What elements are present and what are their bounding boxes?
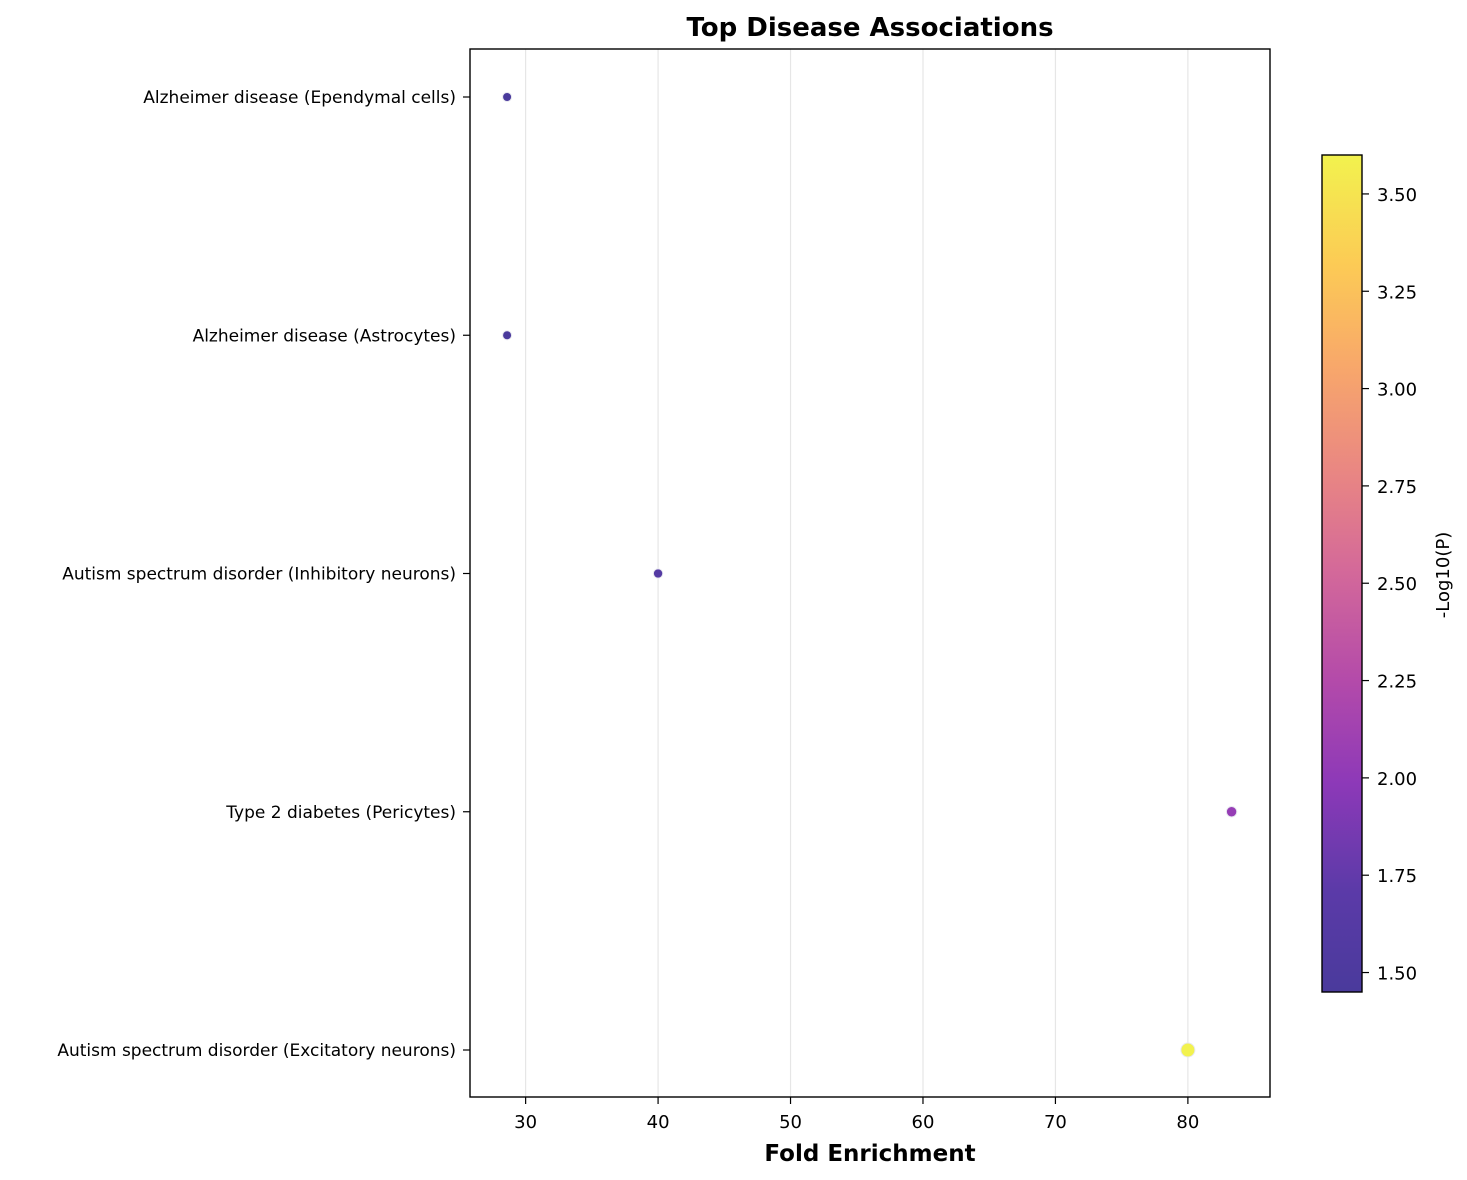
colorbar-tick-label: 2.25 (1377, 672, 1417, 693)
grid-lines (525, 49, 1189, 1097)
x-tick-label: 30 (514, 1112, 537, 1133)
y-category-label: Autism spectrum disorder (Excitatory neu… (57, 1041, 456, 1061)
y-category-label: Autism spectrum disorder (Inhibitory neu… (62, 565, 456, 585)
x-axis-label: Fold Enrichment (764, 1141, 975, 1167)
colorbar-tick-label: 2.00 (1377, 769, 1417, 790)
x-tick-label: 50 (779, 1112, 802, 1133)
data-point (1225, 806, 1238, 818)
colorbar-tick-label: 3.50 (1377, 185, 1417, 206)
y-category-label: Alzheimer disease (Astrocytes) (193, 326, 456, 346)
colorbar-ticks: 1.50 1.75 2.00 2.25 2.50 2.75 3.00 3.25 3.50 (1362, 185, 1417, 985)
data-point (502, 330, 513, 341)
chart-title: Top Disease Associations (686, 13, 1053, 43)
x-axis-ticks: 30 40 50 60 70 80 (514, 1097, 1199, 1133)
x-tick-label: 60 (912, 1112, 935, 1133)
data-point (652, 568, 664, 579)
y-category-label: Alzheimer disease (Ependymal cells) (143, 88, 456, 108)
plot-area-frame (469, 48, 1271, 1098)
x-tick-label: 80 (1176, 1112, 1199, 1133)
data-point (1180, 1042, 1196, 1058)
data-point (502, 92, 513, 102)
colorbar-tick-label: 2.50 (1377, 574, 1417, 595)
colorbar-tick-label: 1.75 (1377, 866, 1417, 887)
x-tick-label: 40 (647, 1112, 670, 1133)
colorbar-tick-label: 3.25 (1377, 282, 1417, 303)
x-tick-label: 70 (1044, 1112, 1067, 1133)
colorbar-label: -Log10(P) (1433, 532, 1454, 618)
colorbar-tick-label: 3.00 (1377, 380, 1417, 401)
y-category-label: Type 2 diabetes (Pericytes) (225, 803, 456, 823)
colorbar (1321, 154, 1363, 993)
y-axis-ticks: Alzheimer disease (Ependymal cells) Alzhe… (57, 88, 470, 1061)
colorbar-tick-label: 2.75 (1377, 477, 1417, 498)
data-points (502, 92, 1238, 1058)
colorbar-tick-label: 1.50 (1377, 964, 1417, 985)
